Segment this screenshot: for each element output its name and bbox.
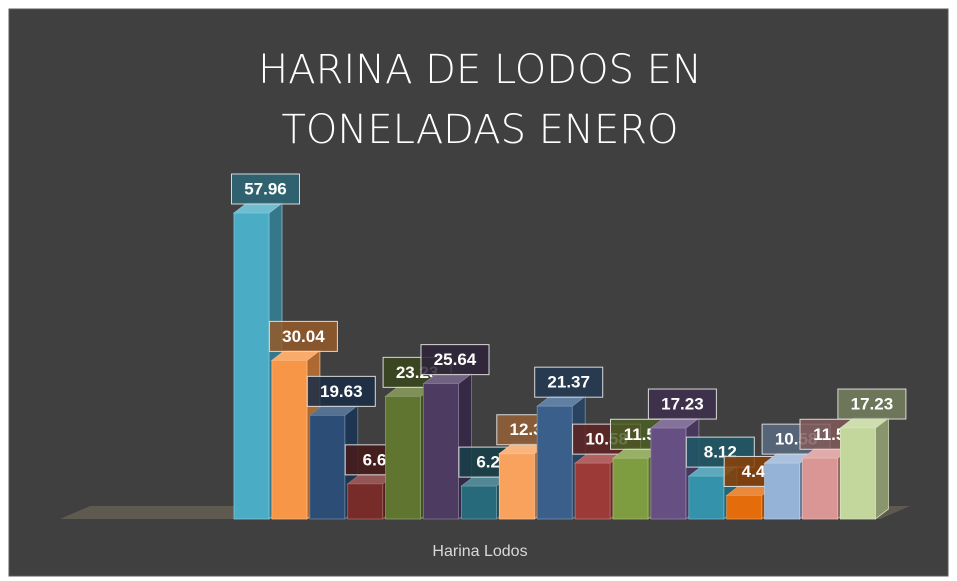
data-label-box [420, 344, 490, 376]
bar [840, 427, 876, 520]
bar [536, 405, 573, 520]
data-label: 17.23 [661, 395, 704, 414]
data-label: 30.04 [282, 327, 325, 346]
bar [423, 383, 459, 520]
bar [802, 457, 838, 520]
bar [233, 212, 270, 520]
bar [688, 475, 725, 520]
data-label-box [268, 320, 338, 352]
chart-title: HARINA DE LODOS EN TONELADAS ENERO [258, 47, 702, 153]
bar [347, 483, 384, 520]
bar-side [875, 417, 889, 520]
data-label: 25.64 [434, 350, 477, 369]
bar [612, 457, 649, 520]
data-label-box [306, 375, 376, 407]
bar [271, 360, 308, 520]
bar [309, 414, 346, 520]
data-label-box [647, 388, 717, 420]
bar [650, 427, 687, 520]
data-label: 19.63 [320, 382, 363, 401]
bar [726, 495, 763, 520]
bar [764, 462, 800, 520]
bar [460, 485, 497, 520]
bar [385, 395, 422, 520]
data-label-box [231, 173, 300, 205]
data-label-box [837, 388, 907, 420]
data-label: 57.96 [244, 179, 287, 198]
bar [574, 462, 611, 520]
data-label-box [534, 366, 604, 398]
data-label: 17.23 [851, 395, 894, 414]
bar [498, 453, 535, 520]
data-label: 21.37 [547, 373, 590, 392]
x-axis-label: Harina Lodos [432, 543, 527, 560]
